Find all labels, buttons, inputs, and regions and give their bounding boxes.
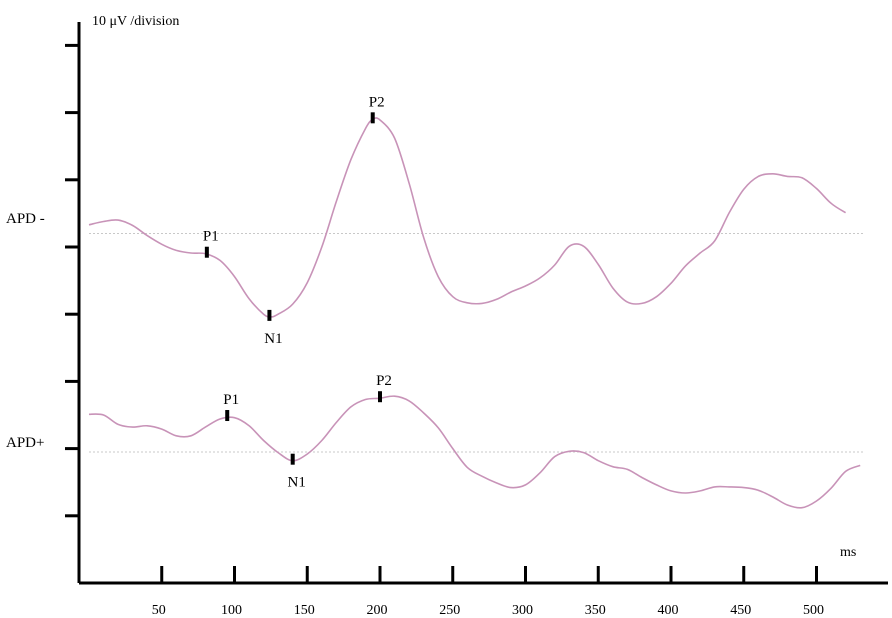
peak-label-n1-series-0: N1 <box>264 331 282 347</box>
series-label-apd-plus: APD+ <box>6 435 44 451</box>
scale-label: 10 μV /division <box>92 14 179 29</box>
tick-marks <box>65 43 818 583</box>
x-tick-label-150: 150 <box>294 603 315 618</box>
x-tick-label-400: 400 <box>658 603 679 618</box>
axes <box>77 22 888 585</box>
peak-markers: P1 N1 P2 P1 N1 P2 <box>203 94 392 490</box>
x-tick-label-500: 500 <box>803 603 824 618</box>
series-label-apd-minus: APD - <box>6 211 45 227</box>
x-tick-labels: 50 100 150 200 250 300 350 400 450 500 <box>152 603 824 618</box>
trace-series-0 <box>88 117 847 318</box>
peak-label-p2-series-1: P2 <box>376 373 392 389</box>
peak-label-n1-series-1: N1 <box>288 475 306 491</box>
peak-label-p2-series-0: P2 <box>369 94 385 110</box>
traces <box>88 117 861 509</box>
peak-label-p1-series-0: P1 <box>203 229 219 245</box>
peak-label-p1-series-1: P1 <box>223 392 239 408</box>
x-tick-label-200: 200 <box>367 603 388 618</box>
x-tick-label-300: 300 <box>512 603 533 618</box>
x-tick-label-50: 50 <box>152 603 166 618</box>
x-tick-label-350: 350 <box>585 603 606 618</box>
x-tick-label-250: 250 <box>439 603 460 618</box>
x-tick-label-100: 100 <box>221 603 242 618</box>
trace-series-1 <box>88 395 861 509</box>
x-axis-unit-label: ms <box>840 545 856 560</box>
x-tick-label-450: 450 <box>730 603 751 618</box>
baselines <box>89 233 863 453</box>
